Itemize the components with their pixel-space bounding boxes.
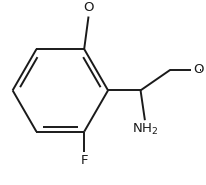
Text: O: O — [83, 1, 94, 14]
Text: NH$_2$: NH$_2$ — [132, 122, 158, 137]
Text: O: O — [193, 63, 204, 76]
Text: F: F — [80, 154, 88, 167]
